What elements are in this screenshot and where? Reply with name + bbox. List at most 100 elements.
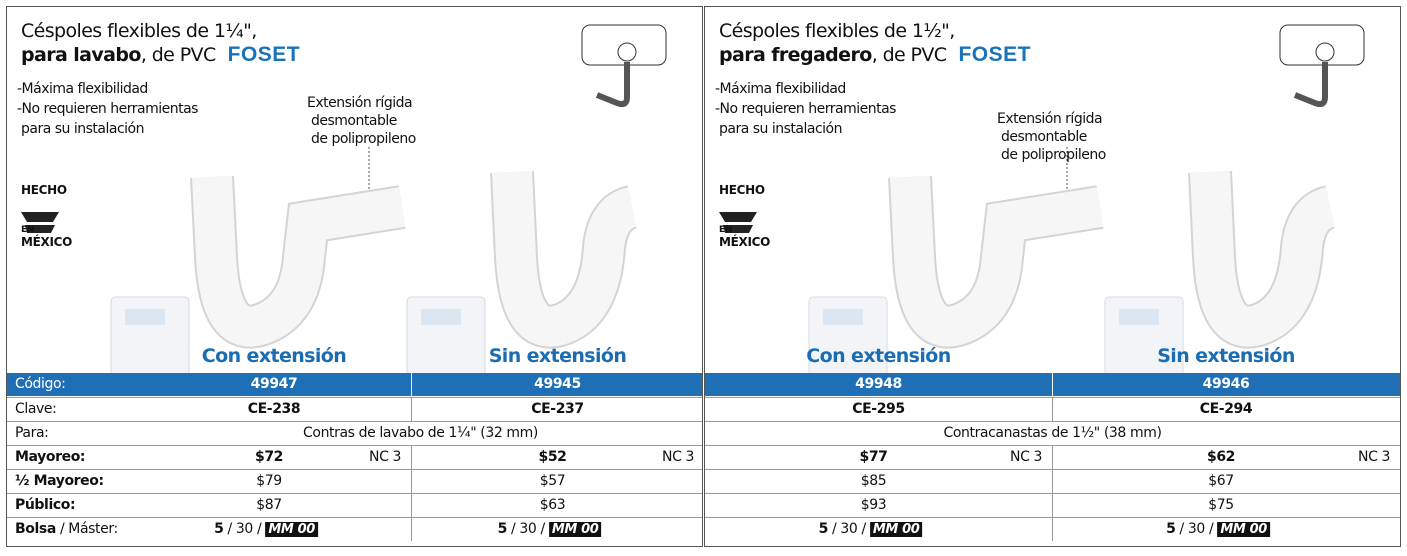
- row-label: Código:: [15, 376, 66, 392]
- code: 49945: [534, 376, 581, 392]
- column-divider: [1052, 398, 1053, 421]
- separator: /: [256, 521, 262, 537]
- mm-badge: MM 00: [869, 522, 923, 537]
- product-panel: Céspoles flexibles de 1¼", para lavabo, d…: [6, 6, 703, 547]
- code: 49947: [250, 376, 298, 392]
- made-in: EN: [719, 225, 733, 235]
- row-label: Clave:: [15, 401, 57, 417]
- separator: /: [1208, 521, 1214, 537]
- mexico-emblem: [719, 212, 757, 233]
- price-mayoreo: $52: [538, 449, 567, 465]
- feature: para su instalación: [21, 121, 145, 137]
- feature: para su instalación: [719, 121, 843, 137]
- bolsa: 5: [214, 521, 224, 537]
- callout: Extensión rígida: [997, 111, 1103, 127]
- trap-icon: [595, 62, 630, 108]
- package: [406, 296, 486, 376]
- title: Céspoles flexibles de 1½", para fregadero…: [719, 19, 1031, 67]
- table-row: Contracanastas de 1½" (38 mm): [705, 421, 1400, 445]
- row-label: Para:: [15, 425, 49, 441]
- clave: CE-238: [247, 401, 301, 417]
- title-rest: , de PVC: [140, 44, 216, 66]
- price-medio-mayoreo: $57: [539, 473, 566, 489]
- callout: desmontable: [311, 113, 397, 129]
- package-label: [125, 309, 165, 325]
- title-bold: para fregadero: [719, 44, 872, 66]
- price-medio-mayoreo: $67: [1208, 473, 1234, 489]
- price-publico: $63: [539, 497, 566, 513]
- title-line: Céspoles flexibles de 1½",: [719, 20, 955, 42]
- bolsa: 5: [1166, 521, 1176, 537]
- master: 30: [235, 521, 253, 537]
- product-name: Con extensión: [201, 345, 347, 367]
- title-bold: para lavabo: [21, 44, 141, 66]
- mm-badge: MM 00: [548, 522, 602, 537]
- drain-icon: [617, 42, 637, 62]
- title: Céspoles flexibles de 1¼", para lavabo, d…: [21, 19, 300, 67]
- table-row: Clave: CE-238 CE-237: [7, 397, 702, 421]
- feature: -No requieren herramientas: [715, 101, 896, 117]
- title-rest: , de PVC: [871, 44, 947, 66]
- brand: FOSET: [227, 43, 301, 66]
- bolsa: 5: [818, 521, 829, 537]
- row-label: Mayoreo:: [15, 449, 86, 465]
- nc: NC 3: [1010, 449, 1043, 465]
- made-in: HECHO: [21, 183, 67, 197]
- price-publico: $87: [256, 497, 282, 513]
- column-divider: [1052, 470, 1053, 493]
- drain-icon: [1315, 42, 1335, 62]
- column-divider: [1052, 494, 1053, 517]
- separator: /: [540, 521, 545, 537]
- made-in: MÉXICO: [21, 235, 73, 249]
- clave: CE-294: [1199, 401, 1253, 417]
- package-label: [1119, 309, 1159, 325]
- callout: de polipropileno: [1001, 147, 1106, 163]
- column-divider: [1052, 446, 1053, 469]
- column-divider: [411, 398, 412, 421]
- made-in: MÉXICO: [719, 235, 771, 249]
- pipe: [192, 176, 406, 347]
- separator: /: [1179, 521, 1185, 537]
- master: 30: [1187, 521, 1205, 537]
- packaging: 5 / 30 / MM 00: [214, 518, 318, 541]
- table-row: Código: 49947 49945: [7, 373, 702, 396]
- product-name: Con extensión: [806, 345, 951, 367]
- package: [110, 296, 190, 376]
- column-divider: [411, 494, 412, 517]
- mm-badge: MM 00: [265, 522, 318, 537]
- package-label: [421, 309, 461, 325]
- row-label: Bolsa / Máster:: [15, 518, 118, 541]
- sink-icon: [581, 24, 667, 66]
- pipe: [890, 176, 1104, 347]
- row-label: ½ Mayoreo:: [15, 473, 104, 489]
- separator: /: [861, 521, 866, 537]
- table-row: $85 $67: [705, 469, 1400, 493]
- column-divider: [411, 446, 412, 469]
- para-value: Contracanastas de 1½" (38 mm): [943, 425, 1162, 441]
- package-label: [823, 309, 863, 325]
- column-divider: [411, 373, 412, 396]
- pipe: [1190, 171, 1336, 347]
- mexico-emblem: [21, 212, 59, 233]
- separator: /: [227, 521, 233, 537]
- row-label: Bolsa: [15, 521, 56, 537]
- column-divider: [1052, 373, 1053, 396]
- packaging: 5 / 30 / MM 00: [819, 518, 923, 541]
- table-row: Público: $87 $63: [7, 493, 702, 517]
- clave: CE-237: [531, 401, 584, 417]
- mm-badge: MM 00: [1217, 522, 1270, 537]
- clave: CE-295: [852, 401, 905, 417]
- table-row: Bolsa / Máster: 5 / 30 / MM 00 5 / 30 / MM…: [7, 517, 702, 541]
- column-divider: [1052, 518, 1053, 541]
- table-row: CE-295 CE-294: [705, 397, 1400, 421]
- product-name: Sin extensión: [1157, 345, 1295, 367]
- column-divider: [411, 518, 412, 541]
- brand: FOSET: [958, 43, 1031, 66]
- table-row: 5 / 30 / MM 00 5 / 30 / MM 00: [705, 517, 1400, 541]
- made-in: EN: [21, 225, 35, 235]
- code: 49948: [855, 376, 902, 392]
- title-line: Céspoles flexibles de 1¼",: [21, 20, 257, 42]
- table-row: $77 NC 3 $62 NC 3: [705, 445, 1400, 469]
- callout: desmontable: [1001, 129, 1087, 145]
